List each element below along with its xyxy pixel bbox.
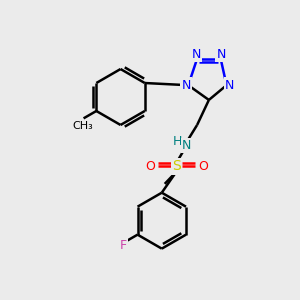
Text: S: S [172,159,181,173]
Text: F: F [120,239,127,252]
Text: N: N [217,48,226,61]
Text: H: H [172,135,182,148]
Text: N: N [192,48,201,61]
Text: O: O [198,160,208,173]
Text: CH₃: CH₃ [73,121,93,131]
Text: N: N [225,79,234,92]
Text: O: O [145,160,155,173]
Text: N: N [182,79,191,92]
Text: N: N [182,139,191,152]
